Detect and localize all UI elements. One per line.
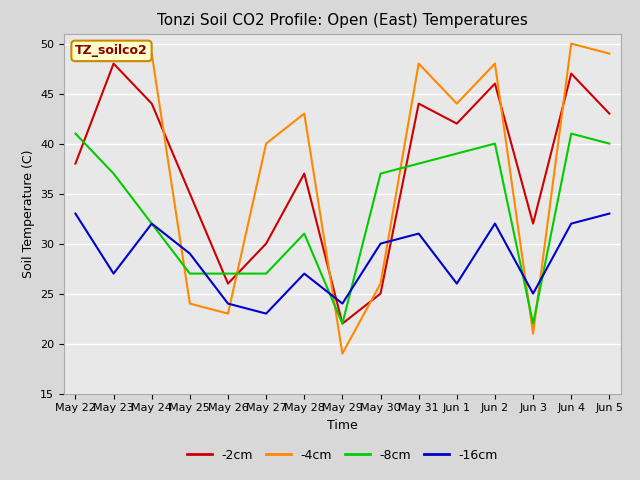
-4cm [605,51,613,57]
-16cm [109,271,117,276]
-16cm [148,221,156,227]
-2cm [148,101,156,107]
-16cm [453,281,461,287]
-4cm [339,351,346,357]
-2cm [529,221,537,227]
-2cm [568,71,575,76]
-4cm [109,51,117,57]
-8cm [415,161,422,167]
-4cm [568,41,575,47]
-4cm [300,111,308,117]
Y-axis label: Soil Temperature (C): Soil Temperature (C) [22,149,35,278]
Line: -8cm: -8cm [76,133,609,324]
-16cm [568,221,575,227]
-4cm [186,300,194,306]
-4cm [262,141,270,146]
-2cm [72,161,79,167]
-16cm [339,300,346,306]
X-axis label: Time: Time [327,419,358,432]
Line: -4cm: -4cm [76,44,609,354]
-4cm [491,60,499,66]
-4cm [415,60,422,66]
-8cm [568,131,575,136]
-2cm [605,111,613,117]
-4cm [453,101,461,107]
-16cm [605,211,613,216]
-2cm [186,191,194,196]
-16cm [300,271,308,276]
-8cm [339,321,346,326]
-2cm [339,321,346,326]
-8cm [529,321,537,326]
-16cm [529,291,537,297]
-8cm [605,141,613,146]
-8cm [72,131,79,136]
-8cm [224,271,232,276]
Legend: -2cm, -4cm, -8cm, -16cm: -2cm, -4cm, -8cm, -16cm [182,444,503,467]
-2cm [224,281,232,287]
-2cm [300,171,308,177]
-8cm [262,271,270,276]
Text: TZ_soilco2: TZ_soilco2 [75,44,148,58]
-4cm [72,51,79,57]
Title: Tonzi Soil CO2 Profile: Open (East) Temperatures: Tonzi Soil CO2 Profile: Open (East) Temp… [157,13,528,28]
-2cm [109,60,117,66]
-16cm [415,231,422,237]
-16cm [186,251,194,256]
-2cm [491,81,499,86]
-8cm [148,221,156,227]
-2cm [262,240,270,247]
-8cm [109,171,117,177]
Line: -16cm: -16cm [76,214,609,313]
-2cm [415,101,422,107]
-8cm [377,171,385,177]
Line: -2cm: -2cm [76,63,609,324]
-4cm [377,281,385,287]
-16cm [262,311,270,316]
-8cm [491,141,499,146]
-2cm [453,120,461,126]
-4cm [224,311,232,316]
-8cm [300,231,308,237]
-2cm [377,291,385,297]
-16cm [377,240,385,247]
-16cm [224,300,232,306]
-4cm [148,51,156,57]
-8cm [186,271,194,276]
-4cm [529,331,537,336]
-16cm [491,221,499,227]
-8cm [453,151,461,156]
-16cm [72,211,79,216]
